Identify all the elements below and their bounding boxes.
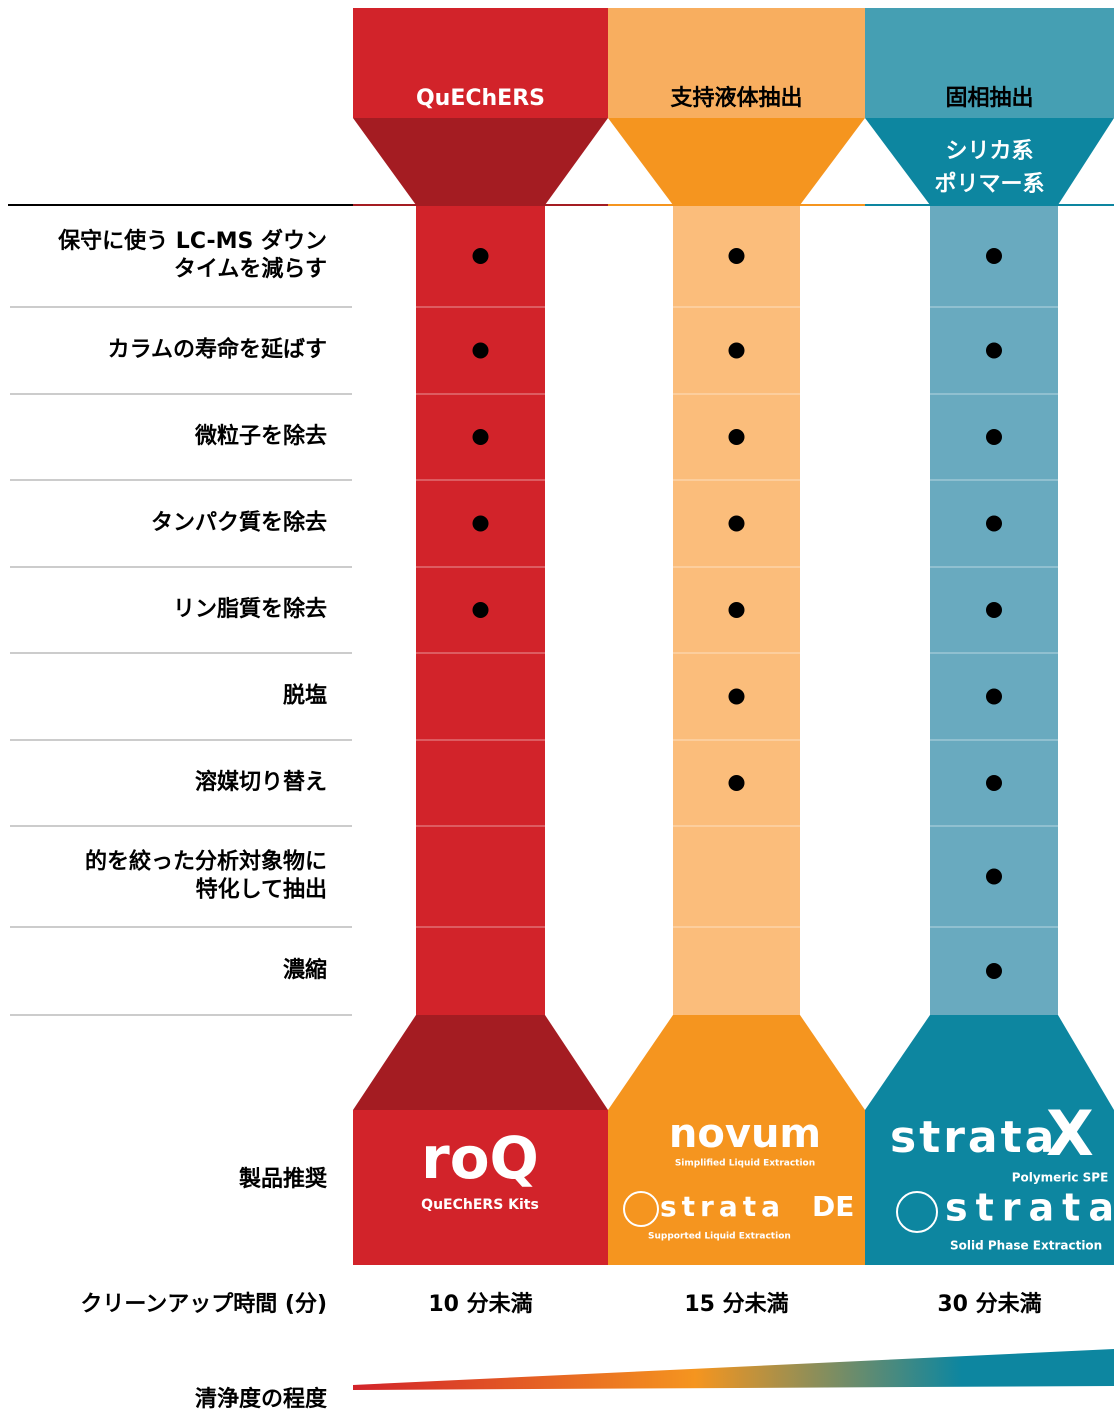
check-dot — [728, 515, 745, 532]
cleanup-time: 15 分未満 — [684, 1291, 788, 1317]
product-logo: strata — [945, 1186, 1114, 1230]
check-dot — [986, 688, 1002, 705]
logo-badge — [623, 1191, 659, 1227]
product-caption: Simplified Liquid Extraction — [675, 1159, 815, 1169]
check-dot — [472, 342, 489, 359]
check-dot — [986, 342, 1002, 359]
product-logo: strata — [890, 1112, 1057, 1163]
top-funnel — [608, 118, 865, 205]
row-label: 製品推奨 — [238, 1166, 328, 1192]
row-label: 清浄度の程度 — [195, 1386, 328, 1412]
top-funnel — [353, 118, 608, 205]
product-logo: roQ — [421, 1124, 539, 1192]
cleanliness-wedge — [353, 1349, 1114, 1390]
check-dot — [728, 775, 745, 791]
row-label: タンパク質を除去 — [151, 510, 327, 536]
check-dot — [728, 429, 745, 445]
row-label: 脱塩 — [283, 683, 327, 709]
row-label: タイムを減らす — [174, 257, 327, 282]
bottom-funnel — [608, 1015, 865, 1110]
product-caption: QuEChERS Kits — [421, 1197, 539, 1213]
product-logo: novum — [669, 1111, 821, 1157]
check-dot — [986, 515, 1002, 532]
check-dot — [986, 868, 1002, 885]
row-label: 的を絞った分析対象物に — [85, 849, 327, 875]
row-label: 特化して抽出 — [196, 877, 327, 903]
check-dot — [472, 515, 489, 532]
check-dot — [472, 602, 489, 618]
product-logo: DE — [812, 1190, 854, 1223]
column-title: QuEChERS — [416, 86, 545, 111]
check-dot — [728, 248, 745, 264]
column-header — [865, 8, 1114, 118]
column-header — [608, 8, 865, 118]
product-caption: Polymeric SPE — [1012, 1171, 1109, 1185]
row-label: 濃縮 — [283, 957, 327, 983]
check-dot — [986, 602, 1002, 618]
column-title: 支持液体抽出 — [670, 85, 802, 111]
check-dot — [472, 248, 489, 264]
product-box — [608, 1110, 865, 1265]
check-dot — [986, 248, 1002, 264]
cleanup-time: 30 分未満 — [937, 1291, 1041, 1317]
check-dot — [986, 429, 1002, 445]
top-funnel — [865, 118, 1114, 205]
row-label: 微粒子を除去 — [194, 423, 327, 449]
bottom-funnel — [865, 1015, 1114, 1110]
check-dot — [728, 602, 745, 618]
row-label: リン脂質を除去 — [173, 596, 327, 622]
product-logo: strata — [660, 1190, 785, 1223]
row-label: 溶媒切り替え — [195, 769, 327, 795]
check-dot — [728, 688, 745, 705]
product-box — [865, 1110, 1114, 1265]
check-dot — [728, 342, 745, 359]
check-dot — [472, 429, 489, 445]
column-header — [353, 8, 608, 118]
product-caption: Supported Liquid Extraction — [648, 1232, 791, 1242]
product-box — [353, 1110, 608, 1265]
product-logo: X — [1046, 1097, 1094, 1170]
row-label: クリーンアップ時間 (分) — [80, 1292, 327, 1317]
row-label: カラムの寿命を延ばす — [108, 337, 327, 363]
column-subtitle: ポリマー系 — [934, 171, 1044, 197]
check-dot — [986, 963, 1002, 979]
cleanup-time: 10 分未満 — [428, 1291, 532, 1317]
product-caption: Solid Phase Extraction — [950, 1239, 1102, 1253]
column-title: 固相抽出 — [945, 86, 1033, 111]
logo-badge — [896, 1191, 938, 1233]
bottom-funnel — [353, 1015, 608, 1110]
row-label: 保守に使う LC-MS ダウン — [57, 228, 327, 254]
check-dot — [986, 775, 1002, 791]
column-subtitle: シリカ系 — [945, 139, 1033, 164]
